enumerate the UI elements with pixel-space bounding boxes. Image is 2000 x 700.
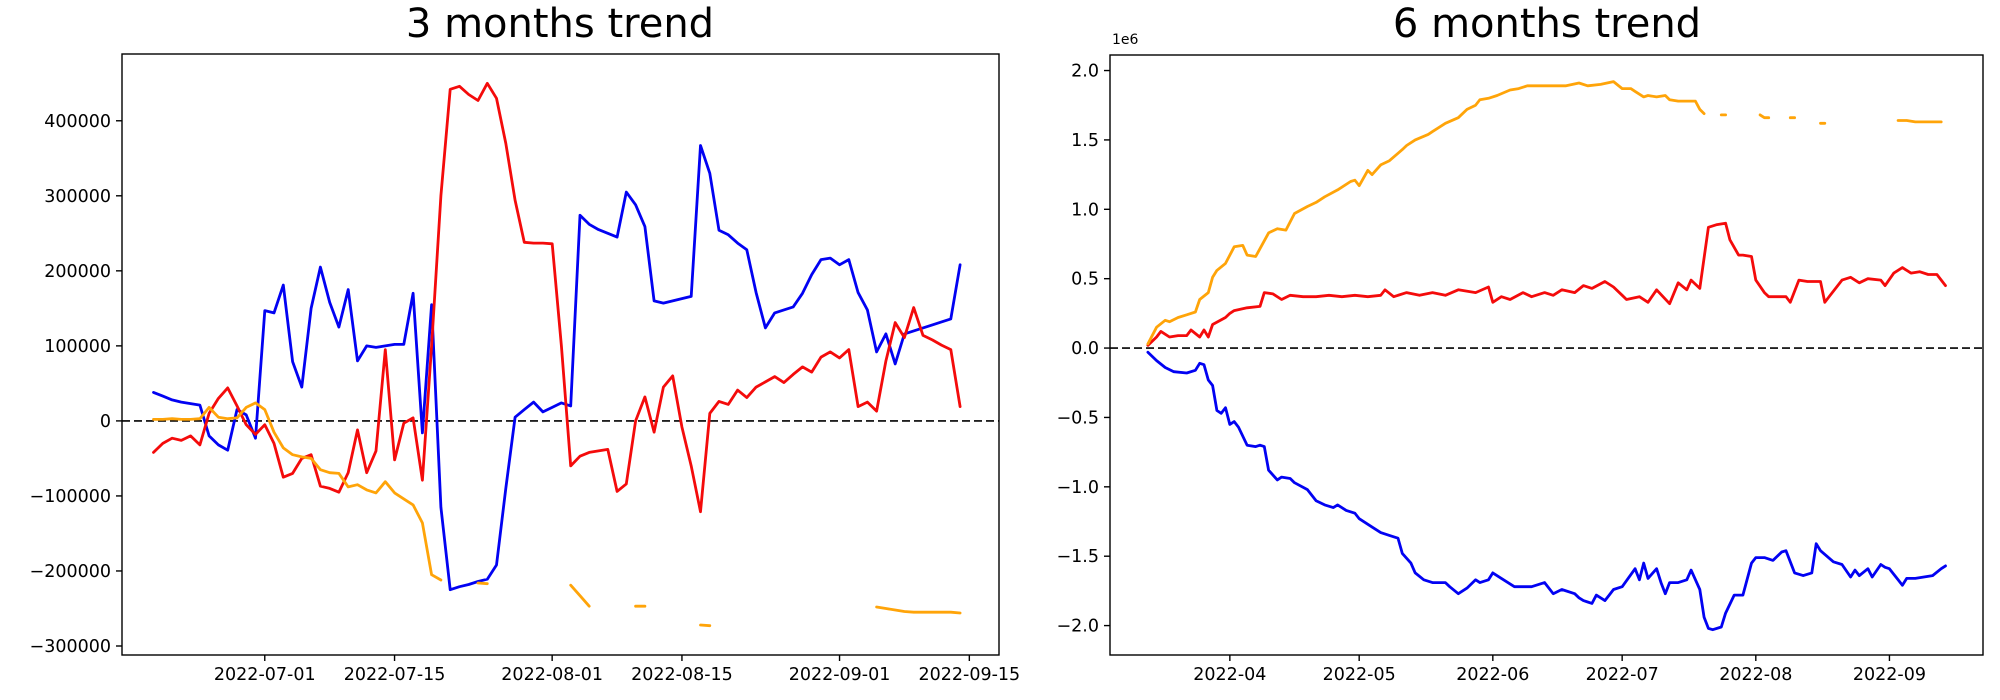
- y-tick-label: −200000: [30, 562, 111, 582]
- series-line-orange: [476, 581, 489, 586]
- y-tick-label: −2.0: [1057, 617, 1100, 637]
- y-tick-label: 0: [100, 412, 111, 432]
- x-tick-label: 2022-06: [1456, 665, 1529, 685]
- x-tick-label: 2022-07-15: [344, 665, 446, 685]
- series-line-orange: [1896, 119, 1943, 124]
- plot-border: [121, 53, 1000, 656]
- x-tick-label: 2022-04: [1193, 665, 1266, 685]
- series-line-orange: [1758, 113, 1771, 120]
- x-tick-label: 2022-08-01: [501, 665, 603, 685]
- y-tick-label: −1.0: [1057, 478, 1100, 498]
- x-tick-label: 2022-09: [1853, 665, 1926, 685]
- y-tick-label: 400000: [44, 112, 111, 132]
- series-line-orange: [875, 605, 962, 615]
- x-tick-label: 2022-08: [1719, 665, 1792, 685]
- y-tick-label: 0.0: [1071, 339, 1099, 359]
- x-tick-label: 2022-09-15: [918, 665, 1020, 685]
- chart-title-6-months-trend: 6 months trend: [1392, 1, 1702, 47]
- y-tick-label: −1.5: [1057, 547, 1100, 567]
- x-tick-label: 2022-05: [1323, 665, 1396, 685]
- y-tick-label: 0.5: [1071, 270, 1099, 290]
- series-line-blue: [152, 144, 962, 592]
- y-tick-label: 1.0: [1071, 200, 1099, 220]
- series-line-orange: [569, 583, 591, 608]
- y-tick-label: 2.0: [1071, 62, 1099, 82]
- x-tick-label: 2022-07: [1586, 665, 1659, 685]
- series-line-red: [1146, 221, 1947, 347]
- y-axis-offset-label-1e6: 1e6: [1112, 32, 1139, 48]
- y-tick-label: −100000: [30, 487, 111, 507]
- y-tick-label: 100000: [44, 337, 111, 357]
- y-tick-label: 300000: [44, 187, 111, 207]
- plot-border: [1109, 54, 1984, 656]
- series-line-blue: [1146, 350, 1947, 632]
- y-tick-label: 1.5: [1071, 131, 1099, 151]
- series-line-red: [152, 81, 962, 514]
- series-line-orange: [1146, 80, 1706, 346]
- y-tick-label: −300000: [30, 637, 111, 657]
- y-tick-label: 200000: [44, 262, 111, 282]
- series-line-orange: [699, 623, 712, 628]
- x-tick-label: 2022-08-15: [631, 665, 733, 685]
- series-line-orange: [152, 401, 443, 582]
- x-tick-label: 2022-07-01: [214, 665, 316, 685]
- chart-title-3-months-trend: 3 months trend: [405, 1, 715, 47]
- y-tick-label: −0.5: [1057, 408, 1100, 428]
- x-tick-label: 2022-09-01: [789, 665, 891, 685]
